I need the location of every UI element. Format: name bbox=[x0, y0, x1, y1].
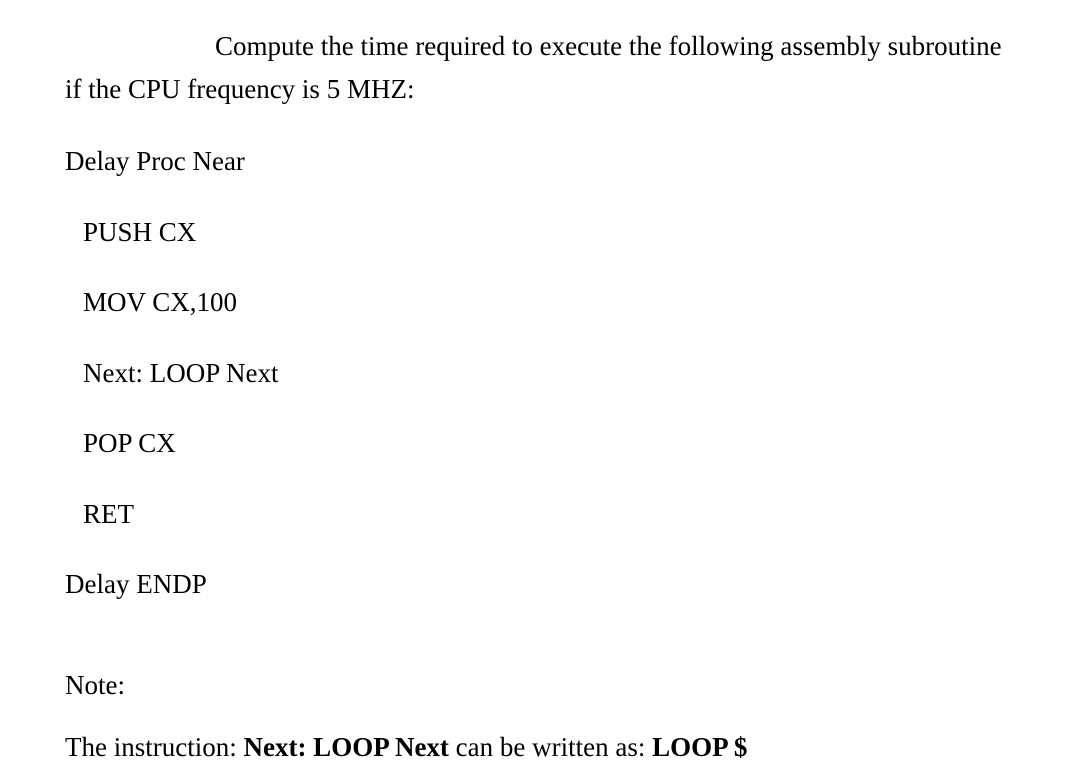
note-bold-1: Next: LOOP Next bbox=[243, 732, 448, 762]
instruction-pop: POP CX bbox=[83, 423, 1020, 464]
instruction-push: PUSH CX bbox=[83, 212, 1020, 253]
instruction-mov: MOV CX,100 bbox=[83, 282, 1020, 323]
note-middle: can be written as: bbox=[449, 732, 652, 762]
instruction-loop: Next: LOOP Next bbox=[83, 353, 1020, 394]
problem-statement: Compute the time required to execute the… bbox=[65, 25, 1020, 111]
note-bold-2: LOOP $ bbox=[652, 732, 747, 762]
note-prefix: The instruction: bbox=[65, 732, 243, 762]
proc-declaration: Delay Proc Near bbox=[65, 141, 1020, 182]
note-heading: Note: bbox=[65, 665, 1020, 706]
proc-end: Delay ENDP bbox=[65, 564, 1020, 605]
note-text: The instruction: Next: LOOP Next can be … bbox=[65, 727, 1020, 768]
instruction-ret: RET bbox=[83, 494, 1020, 535]
